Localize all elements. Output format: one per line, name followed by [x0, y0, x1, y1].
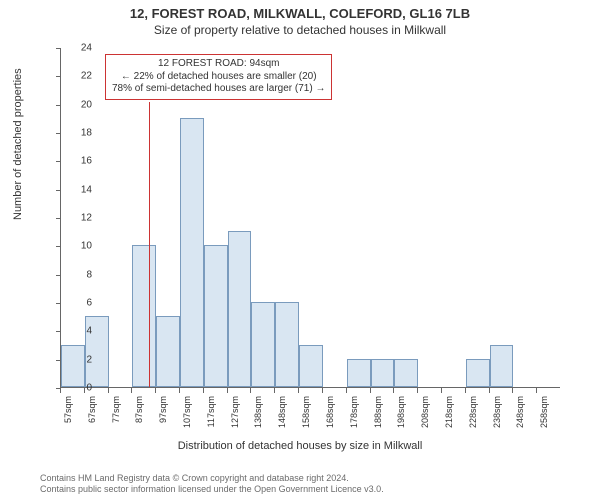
- y-tick: [56, 218, 61, 219]
- x-tick: [489, 388, 490, 393]
- x-tick: [322, 388, 323, 393]
- y-tick-label: 22: [64, 71, 92, 82]
- y-tick: [56, 105, 61, 106]
- histogram-bar: [371, 359, 395, 387]
- y-tick-label: 16: [64, 156, 92, 167]
- histogram-bar: [156, 316, 180, 387]
- x-tick-label: 127sqm: [230, 396, 240, 428]
- histogram-bar: [299, 345, 323, 388]
- y-tick-label: 0: [64, 383, 92, 394]
- annotation-box: 12 FOREST ROAD: 94sqm← 22% of detached h…: [105, 54, 332, 100]
- y-tick: [56, 360, 61, 361]
- x-tick: [227, 388, 228, 393]
- histogram-bar: [466, 359, 490, 387]
- x-tick: [393, 388, 394, 393]
- x-tick-label: 258sqm: [539, 396, 549, 428]
- plot-region: 12 FOREST ROAD: 94sqm← 22% of detached h…: [60, 48, 560, 388]
- x-tick-label: 148sqm: [277, 396, 287, 428]
- y-tick-label: 20: [64, 99, 92, 110]
- x-tick: [60, 388, 61, 393]
- x-tick-label: 168sqm: [325, 396, 335, 428]
- histogram-bar: [275, 302, 299, 387]
- y-tick: [56, 190, 61, 191]
- x-tick: [274, 388, 275, 393]
- y-tick-label: 18: [64, 128, 92, 139]
- y-tick: [56, 246, 61, 247]
- y-tick-label: 8: [64, 269, 92, 280]
- chart-subtitle: Size of property relative to detached ho…: [0, 21, 600, 37]
- x-tick-label: 238sqm: [492, 396, 502, 428]
- y-tick: [56, 303, 61, 304]
- footer-line: Contains HM Land Registry data © Crown c…: [40, 473, 384, 485]
- x-tick: [179, 388, 180, 393]
- annotation-line: 12 FOREST ROAD: 94sqm: [112, 58, 325, 71]
- x-tick: [465, 388, 466, 393]
- y-tick: [56, 161, 61, 162]
- x-tick: [512, 388, 513, 393]
- x-tick: [250, 388, 251, 393]
- x-tick: [155, 388, 156, 393]
- y-tick: [56, 133, 61, 134]
- histogram-bar: [180, 118, 204, 387]
- y-tick-label: 4: [64, 326, 92, 337]
- y-tick: [56, 48, 61, 49]
- footer-line: Contains public sector information licen…: [40, 484, 384, 496]
- x-axis-label: Distribution of detached houses by size …: [0, 440, 600, 452]
- x-tick-label: 188sqm: [373, 396, 383, 428]
- x-tick: [346, 388, 347, 393]
- histogram-bar: [347, 359, 371, 387]
- x-tick-label: 138sqm: [253, 396, 263, 428]
- y-tick-label: 12: [64, 213, 92, 224]
- x-tick-label: 67sqm: [87, 396, 97, 423]
- x-tick: [441, 388, 442, 393]
- histogram-bar: [204, 245, 228, 387]
- y-tick-label: 2: [64, 354, 92, 365]
- x-tick: [108, 388, 109, 393]
- histogram-bar: [394, 359, 418, 387]
- x-tick-label: 158sqm: [301, 396, 311, 428]
- y-tick-label: 24: [64, 43, 92, 54]
- x-tick-label: 198sqm: [396, 396, 406, 428]
- x-tick-label: 178sqm: [349, 396, 359, 428]
- x-tick: [417, 388, 418, 393]
- x-tick-label: 97sqm: [158, 396, 168, 423]
- annotation-line: 78% of semi-detached houses are larger (…: [112, 83, 325, 96]
- y-tick-label: 6: [64, 298, 92, 309]
- x-tick-label: 77sqm: [111, 396, 121, 423]
- y-axis-label: Number of detached properties: [12, 68, 24, 220]
- x-tick-label: 228sqm: [468, 396, 478, 428]
- chart-title: 12, FOREST ROAD, MILKWALL, COLEFORD, GL1…: [0, 0, 600, 21]
- histogram-bar: [132, 245, 156, 387]
- x-tick: [203, 388, 204, 393]
- x-tick-label: 117sqm: [206, 396, 216, 427]
- x-tick-label: 218sqm: [444, 396, 454, 428]
- x-tick: [298, 388, 299, 393]
- x-tick-label: 107sqm: [182, 396, 192, 428]
- x-tick: [536, 388, 537, 393]
- chart-area: 12 FOREST ROAD: 94sqm← 22% of detached h…: [60, 48, 560, 418]
- histogram-bar: [490, 345, 514, 388]
- y-tick-label: 10: [64, 241, 92, 252]
- y-tick: [56, 331, 61, 332]
- y-tick-label: 14: [64, 184, 92, 195]
- x-tick-label: 57sqm: [63, 396, 73, 423]
- x-tick-label: 208sqm: [420, 396, 430, 428]
- histogram-bar: [61, 345, 85, 388]
- annotation-line: ← 22% of detached houses are smaller (20…: [112, 71, 325, 84]
- x-tick: [131, 388, 132, 393]
- reference-line: [149, 102, 150, 387]
- y-tick: [56, 76, 61, 77]
- y-tick: [56, 275, 61, 276]
- histogram-bar: [228, 231, 252, 387]
- x-tick-label: 87sqm: [134, 396, 144, 423]
- x-tick-label: 248sqm: [515, 396, 525, 428]
- footer-attribution: Contains HM Land Registry data © Crown c…: [40, 473, 384, 496]
- histogram-bar: [251, 302, 275, 387]
- x-tick: [370, 388, 371, 393]
